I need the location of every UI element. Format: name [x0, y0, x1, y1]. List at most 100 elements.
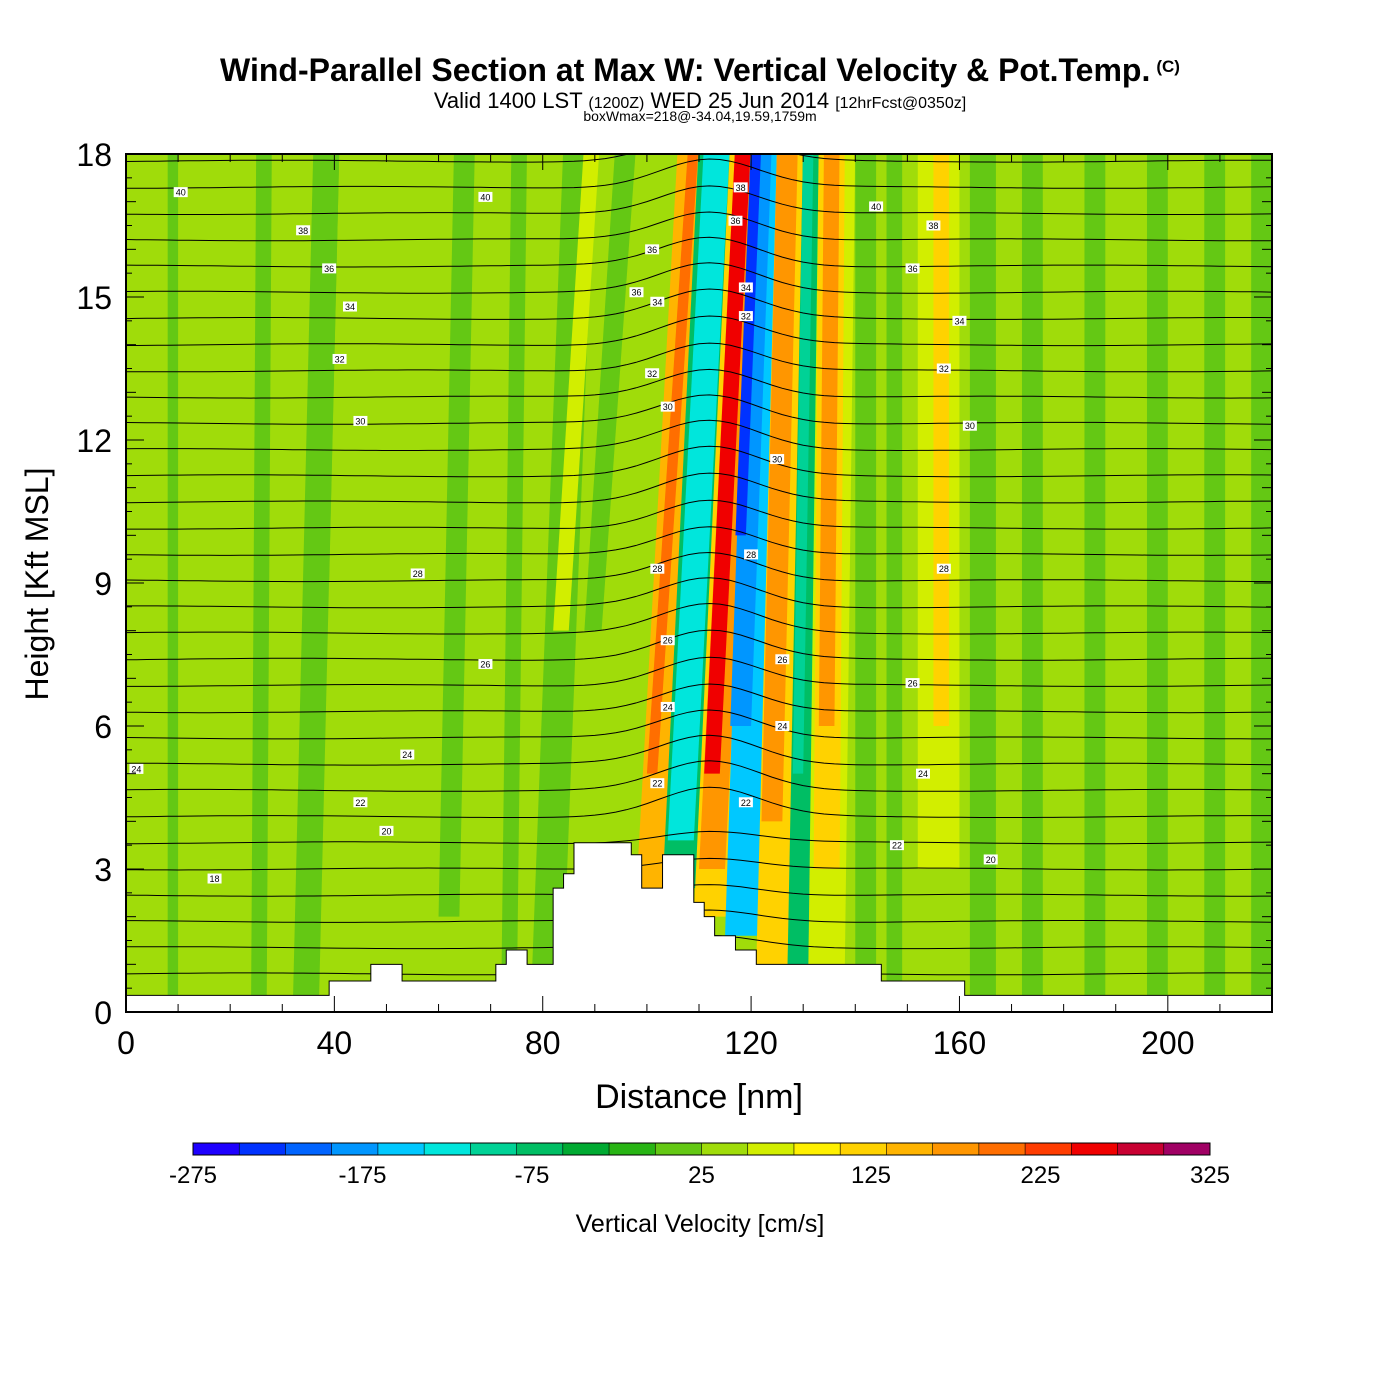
- theta-contour-line: [126, 499, 1272, 530]
- contour-label-bg: [738, 797, 753, 808]
- valid-date: WED 25 Jun 2014: [650, 88, 830, 113]
- band-up-east-core: [761, 154, 798, 822]
- colorbar-tick-label: 225: [1020, 1162, 1061, 1189]
- contour-label: 22: [892, 841, 902, 851]
- contour-label-bg: [629, 287, 644, 298]
- contour-label: 30: [965, 421, 975, 431]
- theta-contour-line: [126, 683, 1272, 714]
- contour-label-bg: [353, 797, 368, 808]
- contour-label-bg: [744, 549, 759, 560]
- theta-contour-line: [126, 830, 1272, 845]
- contour-label-bg: [410, 568, 425, 579]
- contour-label-bg: [936, 563, 951, 574]
- colorbar-tick-label: -175: [338, 1162, 387, 1189]
- contour-label: 24: [131, 764, 141, 774]
- theta-contour-line: [126, 419, 1272, 451]
- contour-label: 32: [741, 312, 751, 322]
- colorbar-swatch: [1117, 1143, 1165, 1155]
- terrain-outline: [126, 842, 1272, 996]
- y-tick-label: 9: [94, 566, 112, 602]
- contour-label: 32: [939, 364, 949, 374]
- theta-contour-line: [126, 656, 1272, 687]
- band-up-east-2-peak: [818, 154, 840, 726]
- contour-label: 24: [402, 750, 412, 760]
- theta-contour-labels: 40 40 38 36 34 32 30 28 26 24 24 22 20 18 36 36 34 32 30 28…: [129, 182, 998, 884]
- contour-label-bg: [322, 263, 337, 274]
- colorbar-swatch: [562, 1143, 610, 1155]
- contour-label: 40: [871, 202, 881, 212]
- copyright-mark: (C): [1156, 57, 1180, 76]
- contour-label-bg: [332, 353, 347, 364]
- theta-contour-line: [126, 734, 1272, 766]
- contour-label-bg: [775, 654, 790, 665]
- contour-label: 24: [918, 769, 928, 779]
- contour-label: 32: [647, 369, 657, 379]
- theta-contour-line: [126, 154, 1272, 163]
- theta-contour-line: [126, 786, 1272, 818]
- band-down-east-core: [792, 154, 814, 774]
- colorbar-swatch: [747, 1143, 795, 1155]
- contour-label-bg: [660, 701, 675, 712]
- colorbar-title: Vertical Velocity [cm/s]: [575, 1210, 825, 1238]
- contour-label: 26: [480, 660, 490, 670]
- colorbar-swatch: [285, 1143, 333, 1155]
- colorbar-swatch: [978, 1143, 1026, 1155]
- contour-label: 24: [777, 722, 787, 732]
- theta-contour-line: [126, 884, 1272, 897]
- colorbar-swatch: [331, 1143, 379, 1155]
- band-sub-13: [1084, 154, 1106, 1012]
- chart-title-text: Wind-Parallel Section at Max W: Vertical…: [220, 52, 1151, 88]
- theta-contour-line: [126, 709, 1272, 740]
- contour-label: 34: [954, 316, 964, 326]
- band-sub-15: [1204, 154, 1226, 1012]
- forecast-info: [12hrFcst@0350z]: [835, 95, 967, 112]
- theta-contour-line: [126, 551, 1272, 583]
- contour-label: 28: [413, 569, 423, 579]
- theta-contour-line: [126, 185, 1272, 215]
- contour-label: 22: [355, 798, 365, 808]
- contour-label-bg: [173, 187, 188, 198]
- contour-label-bg: [342, 301, 357, 312]
- x-tick-label: 160: [933, 1025, 986, 1061]
- theta-contour-line: [126, 526, 1272, 556]
- contour-label: 18: [210, 874, 220, 884]
- theta-contour-line: [126, 760, 1272, 792]
- theta-contour-line: [126, 368, 1272, 399]
- valid-time: Valid 1400 LST: [433, 88, 583, 113]
- colorbar-swatch: [424, 1143, 471, 1155]
- contour-label-bg: [650, 296, 665, 307]
- contour-label-bg: [905, 263, 920, 274]
- x-axis-label: Distance [nm]: [595, 1078, 803, 1116]
- contour-label: 20: [381, 826, 391, 836]
- contour-label: 30: [772, 455, 782, 465]
- contour-label: 28: [652, 564, 662, 574]
- theta-contour-line: [126, 262, 1272, 294]
- contour-label-bg: [775, 721, 790, 731]
- contour-label-bg: [889, 840, 904, 851]
- band-up-main-core: [704, 154, 751, 774]
- band-up-west-core: [646, 154, 699, 774]
- contour-label-bg: [770, 454, 785, 465]
- contour-label-bg: [296, 225, 311, 236]
- theta-contour-line: [126, 315, 1272, 347]
- contour-label: 38: [928, 221, 938, 231]
- contour-label: 34: [741, 283, 751, 293]
- x-tick-label: 80: [525, 1025, 561, 1061]
- colorbar-swatch: [609, 1143, 656, 1155]
- contour-label: 32: [335, 354, 345, 364]
- contour-label-bg: [728, 215, 743, 226]
- theta-contour-line: [126, 236, 1272, 268]
- x-tick-label: 0: [117, 1025, 135, 1061]
- box-w-max: boxWmax=218@-34.04,19.59,1759m: [583, 108, 817, 124]
- band-sub-10: [886, 154, 903, 984]
- contour-label-bg: [478, 191, 493, 202]
- theta-contour-line: [126, 602, 1272, 635]
- colorbar-tick-label: 125: [850, 1162, 892, 1189]
- contour-label: 28: [939, 564, 949, 574]
- colorbar-swatch: [516, 1143, 564, 1155]
- y-tick-label: 12: [76, 423, 112, 459]
- contour-label-bg: [650, 563, 665, 574]
- axes: [125, 153, 1273, 1013]
- contour-label: 36: [730, 216, 740, 226]
- contour-label: 30: [663, 402, 673, 412]
